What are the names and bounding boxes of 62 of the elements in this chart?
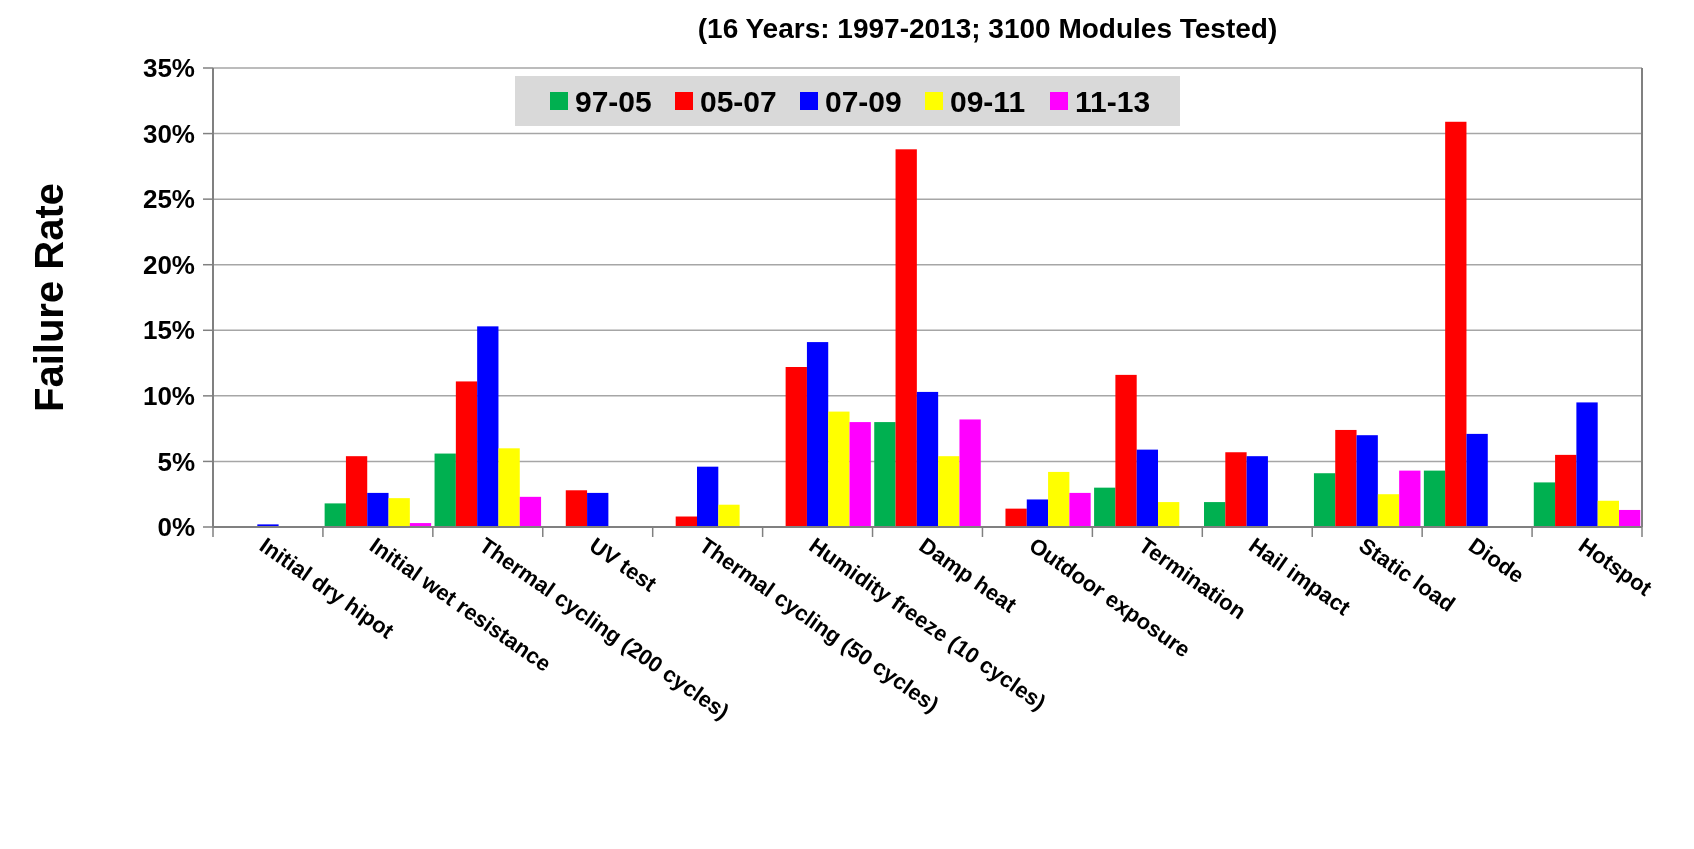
bar [1048, 471, 1070, 527]
legend-label: 97-05 [575, 84, 652, 118]
legend-label: 09-11 [950, 84, 1026, 118]
bar [1115, 374, 1137, 527]
bar [1423, 470, 1446, 527]
bar [519, 496, 542, 527]
bar [718, 504, 740, 527]
bar [1246, 456, 1268, 527]
bar [1597, 500, 1619, 527]
bar [367, 492, 389, 527]
bar [1533, 482, 1556, 527]
bar [1026, 499, 1049, 527]
bar [434, 453, 456, 527]
y-tick-label: 5% [157, 446, 195, 477]
y-tick-label: 10% [142, 380, 195, 411]
bar [324, 503, 346, 527]
bar [1069, 492, 1091, 527]
bar [498, 448, 520, 527]
x-tick-label: UV test [584, 532, 662, 597]
y-tick-label: 25% [142, 184, 195, 215]
bar [806, 342, 829, 527]
y-tick-label: 0% [157, 512, 195, 543]
bar [1136, 449, 1158, 527]
bar [849, 422, 871, 527]
bar [587, 492, 609, 527]
bar [1445, 121, 1467, 527]
legend-label: 11-13 [1075, 84, 1151, 118]
y-tick-label: 35% [142, 53, 195, 84]
legend-label: 05-07 [700, 84, 777, 118]
bar [916, 391, 939, 527]
bar [938, 456, 960, 527]
bar [1356, 435, 1378, 527]
y-tick-label: 30% [142, 118, 195, 149]
bar [1313, 473, 1336, 527]
bar [1204, 502, 1226, 527]
bar [1555, 454, 1577, 527]
bar [959, 419, 981, 527]
bar [828, 411, 850, 527]
bar [477, 326, 499, 527]
y-axis-title: Failure Rate [27, 183, 71, 412]
bar [565, 490, 588, 527]
bar [697, 466, 719, 527]
bar [1225, 452, 1247, 527]
bar [874, 422, 896, 527]
bar [1094, 487, 1116, 527]
bar [455, 381, 478, 527]
bar [1399, 470, 1421, 527]
bar [895, 149, 917, 527]
bar [1466, 433, 1488, 527]
bar [388, 498, 410, 527]
bar [1377, 494, 1400, 527]
y-tick-label: 20% [142, 249, 195, 280]
bar [1335, 429, 1357, 527]
bar [1005, 508, 1027, 527]
bar [1158, 502, 1180, 527]
bar [1576, 402, 1598, 527]
bar [1618, 509, 1641, 527]
bar [345, 456, 368, 527]
bar [785, 367, 807, 527]
y-tick-label: 15% [142, 315, 195, 346]
legend-label: 07-09 [825, 84, 902, 118]
chart-title: (16 Years: 1997-2013; 3100 Modules Tested) [697, 13, 1278, 44]
